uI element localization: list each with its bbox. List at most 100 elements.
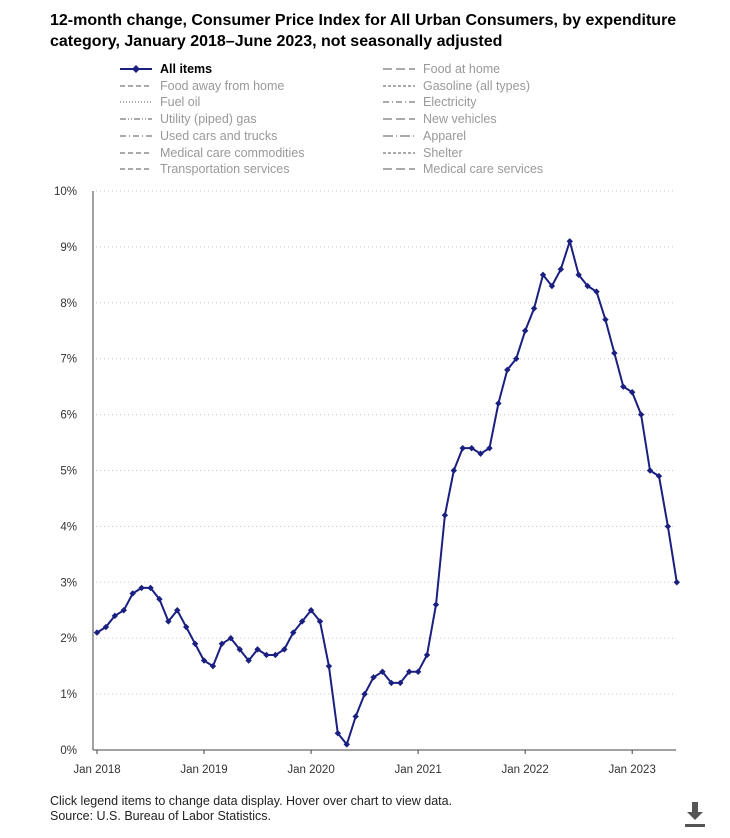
data-point[interactable] [334,730,342,737]
data-point[interactable] [174,607,181,614]
data-point[interactable] [254,646,261,653]
legend-item[interactable]: New vehicles [381,111,497,127]
data-point[interactable] [530,305,538,312]
legend-item[interactable]: Fuel oil [118,94,200,110]
legend-swatch [383,85,415,87]
data-point[interactable] [183,623,190,631]
data-point[interactable] [521,327,529,334]
data-point[interactable] [432,601,440,608]
data-point[interactable] [209,662,217,670]
footer-source: Source: U.S. Bureau of Labor Statistics. [50,809,271,823]
y-tick-label: 2% [60,633,77,645]
data-point[interactable] [406,668,413,675]
data-point[interactable] [504,366,511,374]
legend-swatch [120,135,152,137]
chart-plot[interactable]: 0% 1% 2% 3% 4% 5% 6% 7% 8% 9% 10% Jan 2018 Jan 2019 J… [0,0,730,790]
data-point[interactable] [263,651,270,659]
data-point[interactable] [200,657,208,664]
data-point[interactable] [611,349,618,357]
y-tick-label: 9% [60,242,77,254]
data-point[interactable] [218,640,226,647]
legend-item[interactable]: Utility (piped) gas [118,111,257,127]
legend-item[interactable]: Food away from home [118,78,284,94]
legend-swatch [120,168,152,170]
data-point[interactable] [227,635,234,642]
x-tick-label: Jan 2021 [394,764,441,776]
data-point[interactable] [593,288,600,295]
data-point[interactable] [548,282,556,290]
legend-item[interactable]: Food at home [381,61,500,77]
data-point[interactable] [539,271,547,279]
legend-swatch [120,65,152,73]
legend-label: Electricity [423,95,477,110]
legend-item[interactable]: Medical care commodities [118,145,305,161]
data-point[interactable] [557,266,565,273]
data-point[interactable] [147,584,154,592]
data-point[interactable] [477,450,484,457]
data-point[interactable] [236,646,243,653]
data-point[interactable] [646,467,654,474]
data-point[interactable] [325,662,333,670]
data-point[interactable] [584,282,591,290]
data-point[interactable] [156,595,163,603]
data-point[interactable] [602,316,609,323]
data-point[interactable] [102,623,110,631]
data-point[interactable] [138,584,145,592]
legend-item[interactable]: Transportation services [118,161,289,177]
legend-item[interactable]: Shelter [381,145,463,161]
legend-item[interactable]: Used cars and trucks [118,128,277,144]
legend-item[interactable]: All items [118,61,212,77]
data-point[interactable] [673,579,680,586]
x-tick-label: Jan 2020 [287,764,334,776]
download-button[interactable] [682,800,708,830]
data-point[interactable] [352,713,359,720]
download-icon [685,802,705,827]
data-point[interactable] [486,444,493,452]
y-tick-label: 1% [60,689,77,701]
legend-label: Food at home [423,62,501,76]
data-point[interactable] [290,629,297,636]
data-point[interactable] [637,411,645,418]
data-point[interactable] [495,400,502,407]
y-tick-label: 6% [60,410,77,422]
legend-item[interactable]: Electricity [381,94,476,110]
legend-item[interactable]: Gasoline (all types) [381,78,530,94]
data-point[interactable] [468,444,475,452]
data-point[interactable] [111,612,119,620]
data-point[interactable] [513,355,520,362]
data-point[interactable] [423,651,431,659]
series-line-all-items[interactable] [96,240,678,746]
data-point[interactable] [450,467,457,474]
data-point[interactable] [343,741,350,748]
legend-swatch [383,101,415,104]
data-point[interactable] [441,512,449,519]
data-point[interactable] [245,657,252,664]
data-point[interactable] [361,690,368,698]
legend-item[interactable]: Apparel [381,128,466,144]
legend-item[interactable]: Medical care services [381,161,543,177]
data-point[interactable] [307,607,315,614]
data-point[interactable] [566,238,573,245]
data-point[interactable] [298,618,306,625]
data-point[interactable] [664,523,672,530]
data-point[interactable] [575,271,582,279]
data-point[interactable] [129,590,136,597]
data-point[interactable] [629,389,636,396]
data-point[interactable] [93,629,101,636]
data-point[interactable] [370,674,377,681]
data-point[interactable] [459,444,466,452]
data-point[interactable] [414,668,422,675]
data-point[interactable] [316,618,324,625]
legend-label: Gasoline (all types) [423,78,530,93]
data-point[interactable] [165,618,172,625]
data-point[interactable] [379,668,386,675]
data-point[interactable] [388,679,395,687]
data-point[interactable] [620,383,627,390]
data-point[interactable] [397,679,404,687]
legend-label: Transportation services [160,162,290,177]
data-point[interactable] [272,651,279,659]
data-point[interactable] [655,472,663,480]
data-point[interactable] [120,607,127,614]
data-point[interactable] [191,640,199,647]
data-point[interactable] [281,646,288,653]
